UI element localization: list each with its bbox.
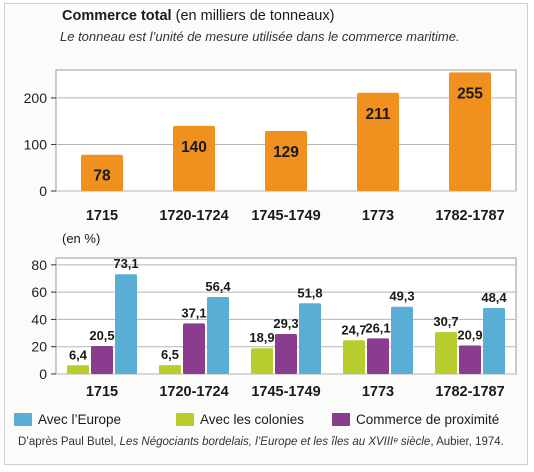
y-tick-label: 20 xyxy=(31,339,47,355)
y-tick-label: 0 xyxy=(39,183,47,199)
bar-value-label: 51,8 xyxy=(297,285,322,300)
x-category-label: 1782-1787 xyxy=(435,208,504,224)
bar-value-label: 20,9 xyxy=(457,327,482,342)
bar-colonies xyxy=(159,365,181,374)
bar-colonies xyxy=(67,365,89,374)
x-category-label: 1745-1749 xyxy=(251,384,320,400)
y-tick-label: 60 xyxy=(31,284,47,300)
bar-value-label: 48,4 xyxy=(481,290,507,305)
bar-value-label: 73,1 xyxy=(113,256,138,271)
chart-title: Commerce total (en milliers de tonneaux) xyxy=(62,8,334,24)
bar-total xyxy=(81,154,123,191)
x-category-label: 1782-1787 xyxy=(435,384,504,400)
percent-axis-label: (en %) xyxy=(62,231,101,246)
bar-value-label: 24,7 xyxy=(341,322,366,337)
legend-swatch-colonies xyxy=(176,413,194,426)
bar-value-label: 26,1 xyxy=(365,320,390,335)
source-note: D’après Paul Butel, Les Négociants borde… xyxy=(18,436,504,448)
source-suffix: , Aubier, 1974. xyxy=(430,436,504,448)
bar-colonies xyxy=(251,348,273,374)
bar-value-label: 255 xyxy=(457,85,483,102)
bar-total xyxy=(449,72,491,191)
bar-value-label: 211 xyxy=(365,106,390,123)
bar-value-label: 6,5 xyxy=(161,347,179,362)
bar-proximite xyxy=(91,346,113,374)
bar-colonies xyxy=(343,340,365,374)
x-category-label: 1715 xyxy=(86,208,118,224)
x-category-label: 1773 xyxy=(362,208,394,224)
y-tick-label: 80 xyxy=(31,257,47,273)
x-category-label: 1720-1724 xyxy=(159,384,228,400)
legend-label-europe: Avec l’Europe xyxy=(38,412,122,427)
bar-value-label: 56,4 xyxy=(205,279,231,294)
legend-swatch-proximite xyxy=(332,413,350,426)
legend-item-colonies: Avec les colonies xyxy=(176,412,304,427)
bar-value-label: 49,3 xyxy=(389,289,414,304)
share-trade-chart: 0 20 40 60 80 6,420,5 73,1 1715 6,5 37,1 56,4 1720-… xyxy=(31,256,517,400)
chart-title-suffix: (en milliers de tonneaux) xyxy=(175,8,335,24)
legend-swatch-europe xyxy=(14,413,32,426)
x-category-label: 1715 xyxy=(86,384,118,400)
y-tick-label: 40 xyxy=(31,311,47,327)
y-tick-label: 200 xyxy=(24,90,48,106)
source-book: Les Négociants bordelais, l’Europe et le… xyxy=(119,436,431,448)
bar-value-label: 30,7 xyxy=(433,314,458,329)
bar-total xyxy=(265,130,307,191)
legend-item-proximite: Commerce de proximité xyxy=(332,412,499,427)
bar-value-label: 18,9 xyxy=(249,330,274,345)
chart-title-main: Commerce total xyxy=(62,8,172,24)
bar-value-label: 6,4 xyxy=(69,347,88,362)
bar-value-label: 129 xyxy=(273,144,299,161)
legend-label-colonies: Avec les colonies xyxy=(200,412,305,427)
bar-value-label: 78 xyxy=(93,168,111,185)
bar-total xyxy=(173,125,215,191)
total-trade-chart: 0 100 200 78 1715 140 1720-1724 129 1745-1749 211… xyxy=(24,69,517,224)
legend: Avec l’Europe Avec les colonies Commerce… xyxy=(14,412,524,434)
bar-value-label: 20,5 xyxy=(89,328,114,343)
bar-value-label: 140 xyxy=(181,139,207,156)
legend-label-proximite: Commerce de proximité xyxy=(356,412,500,427)
bar-proximite xyxy=(459,345,481,374)
bar-europe xyxy=(391,306,413,374)
bar-europe xyxy=(483,307,505,374)
bar-value-label: 29,3 xyxy=(273,316,298,331)
legend-item-europe: Avec l’Europe xyxy=(14,412,121,427)
y-tick-label: 0 xyxy=(39,366,47,382)
source-prefix: D’après Paul Butel, xyxy=(18,436,117,448)
bar-colonies xyxy=(435,332,457,374)
bar-proximite xyxy=(367,338,389,374)
x-category-label: 1745-1749 xyxy=(251,208,320,224)
bar-proximite xyxy=(183,323,205,374)
bar-europe xyxy=(299,303,321,374)
chart-subtitle: Le tonneau est l’unité de mesure utilisé… xyxy=(60,29,460,44)
bar-europe xyxy=(115,274,137,374)
bar-proximite xyxy=(275,334,297,374)
y-tick-label: 100 xyxy=(24,136,48,152)
bar-europe xyxy=(207,297,229,374)
bar-total xyxy=(357,92,399,191)
bar-value-label: 37,1 xyxy=(181,305,206,320)
x-category-label: 1720-1724 xyxy=(159,208,228,224)
x-category-label: 1773 xyxy=(362,384,394,400)
